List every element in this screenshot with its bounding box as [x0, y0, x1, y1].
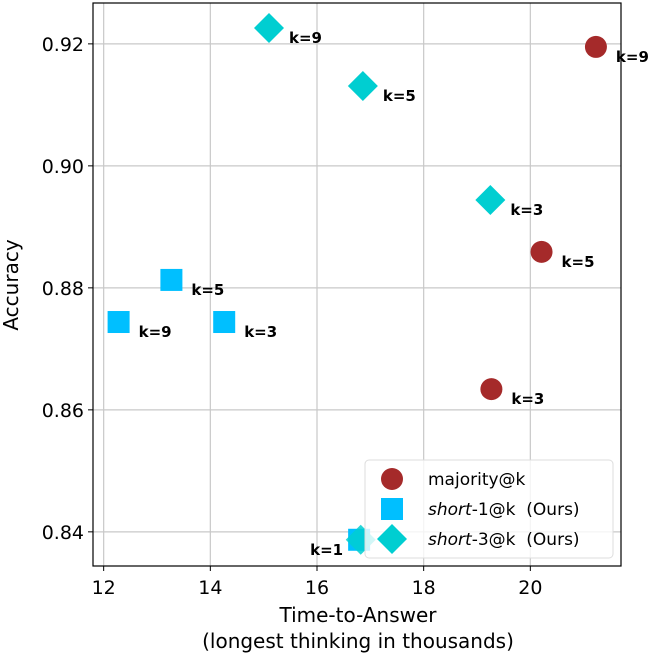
- circle-point: [530, 240, 553, 263]
- legend-box: [364, 459, 614, 559]
- legend-label-text: -3@k (Ours): [472, 530, 580, 550]
- point-label: k=3: [510, 201, 543, 219]
- legend-label: short-1@k (Ours): [428, 500, 580, 520]
- diamond-point: [347, 70, 378, 101]
- y-tick-label: 0.90: [42, 156, 84, 178]
- legend-label-italic: short: [428, 530, 473, 550]
- x-tick-label: 18: [412, 577, 436, 599]
- point-label: k=5: [191, 281, 224, 299]
- plot-frame: [92, 2, 622, 567]
- x-axis-label-line2: (longest thinking in thousands): [202, 629, 514, 653]
- point-label: k=9: [139, 323, 172, 341]
- y-axis-label: Accuracy: [0, 239, 23, 330]
- x-tick-label: 14: [198, 577, 222, 599]
- point-label: k=3: [244, 323, 277, 341]
- point-label: k=1: [310, 541, 343, 559]
- legend-label-italic: short: [428, 500, 473, 520]
- point-label: k=9: [616, 48, 649, 66]
- circle-point: [584, 35, 607, 58]
- legend-label: short-3@k (Ours): [428, 530, 580, 550]
- point-label: k=5: [562, 253, 595, 271]
- x-axis-label: Time-to-Answer: [278, 603, 437, 627]
- x-tick-label: 20: [518, 577, 542, 599]
- square-point: [213, 311, 236, 334]
- x-tick-label: 16: [305, 577, 329, 599]
- legend-label-text: majority@k: [428, 470, 526, 490]
- point-label: k=5: [383, 87, 416, 105]
- diamond-point: [254, 13, 284, 44]
- ticks: 12 14 16 18 20 0.84 0.86 0.88 0.90 0.92: [42, 34, 543, 599]
- point-label: k=9: [289, 29, 322, 47]
- diamond-point: [475, 185, 506, 216]
- legend-diamond-icon: [377, 524, 407, 554]
- legend-square-icon: [381, 498, 403, 520]
- square-point: [107, 311, 130, 334]
- legend-label: majority@k: [428, 470, 526, 490]
- point-label: k=3: [511, 390, 544, 408]
- x-tick-label: 12: [92, 577, 116, 599]
- y-tick-label: 0.84: [42, 522, 84, 544]
- y-tick-label: 0.92: [42, 34, 84, 56]
- square-point: [160, 268, 183, 291]
- legend-label-text: -1@k (Ours): [472, 500, 580, 520]
- legend-circle-icon: [381, 468, 403, 490]
- marks: k=9 k=5 k=3 k=9 k=5 k=3 k=1 k=9 k=5 k=3: [107, 13, 649, 559]
- y-tick-label: 0.88: [42, 278, 84, 300]
- circle-point: [480, 378, 503, 401]
- y-tick-label: 0.86: [42, 400, 84, 422]
